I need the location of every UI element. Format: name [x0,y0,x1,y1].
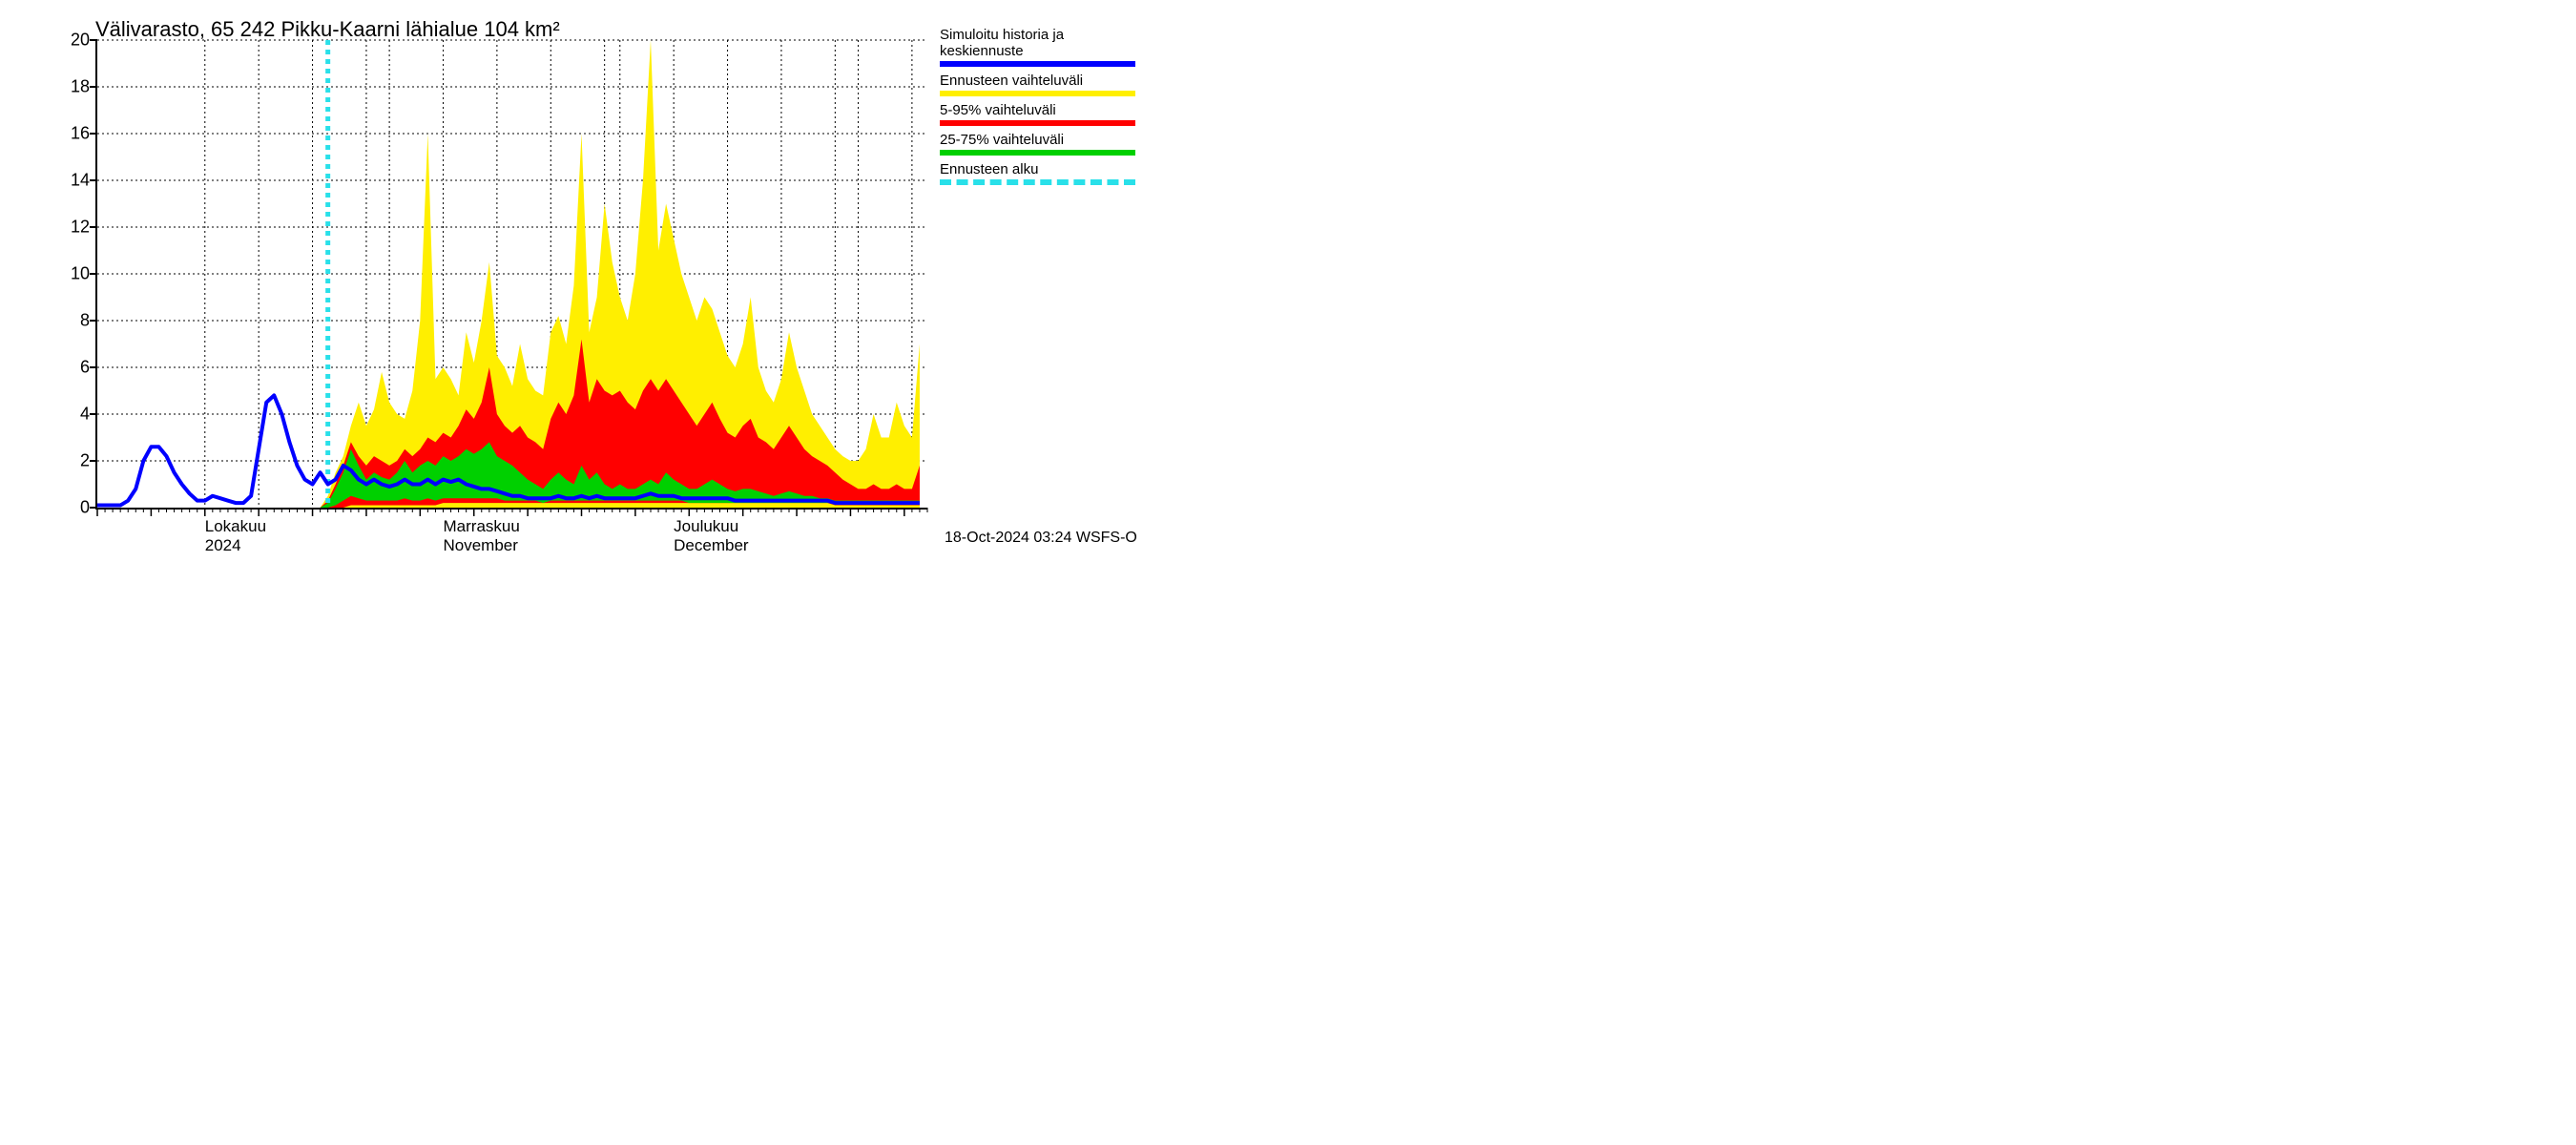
y-tick-label: 14 [71,171,97,191]
chart-container: Välivarasto / Subsurface storage mm Väli… [10,10,1250,563]
legend-entry: 25-75% vaihteluväli [940,132,1135,156]
legend-swatch [940,150,1135,156]
legend-label: Simuloitu historia ja keskiennuste [940,27,1135,59]
footer-timestamp: 18-Oct-2024 03:24 WSFS-O [945,530,1137,547]
y-tick-label: 18 [71,77,97,97]
y-tick-label: 4 [80,405,97,425]
x-tick-label: JoulukuuDecember [674,508,748,556]
legend-swatch [940,179,1135,185]
x-tick-label: Lokakuu2024 [205,508,266,556]
chart-title: Välivarasto, 65 242 Pikku-Kaarni lähialu… [95,17,560,42]
legend-entry: 5-95% vaihteluväli [940,102,1135,126]
legend-label: 5-95% vaihteluväli [940,102,1135,118]
y-tick-label: 2 [80,451,97,471]
legend-entry: Ennusteen alku [940,161,1135,185]
plot-area: 02468101214161820Lokakuu2024MarraskuuNov… [95,40,927,510]
legend-swatch [940,91,1135,96]
y-tick-label: 12 [71,218,97,238]
y-tick-label: 6 [80,358,97,378]
legend-entry: Ennusteen vaihteluväli [940,73,1135,96]
y-tick-label: 20 [71,31,97,51]
y-tick-label: 10 [71,264,97,284]
y-tick-label: 16 [71,124,97,144]
plot-svg [97,40,927,508]
legend-swatch [940,120,1135,126]
legend-label: Ennusteen alku [940,161,1135,177]
x-tick-label: MarraskuuNovember [444,508,520,556]
legend: Simuloitu historia ja keskiennuste Ennust… [940,27,1135,191]
legend-label: Ennusteen vaihteluväli [940,73,1135,89]
y-tick-label: 8 [80,311,97,331]
legend-entry: Simuloitu historia ja keskiennuste [940,27,1135,67]
y-tick-label: 0 [80,498,97,518]
legend-swatch [940,61,1135,67]
legend-label: 25-75% vaihteluväli [940,132,1135,148]
